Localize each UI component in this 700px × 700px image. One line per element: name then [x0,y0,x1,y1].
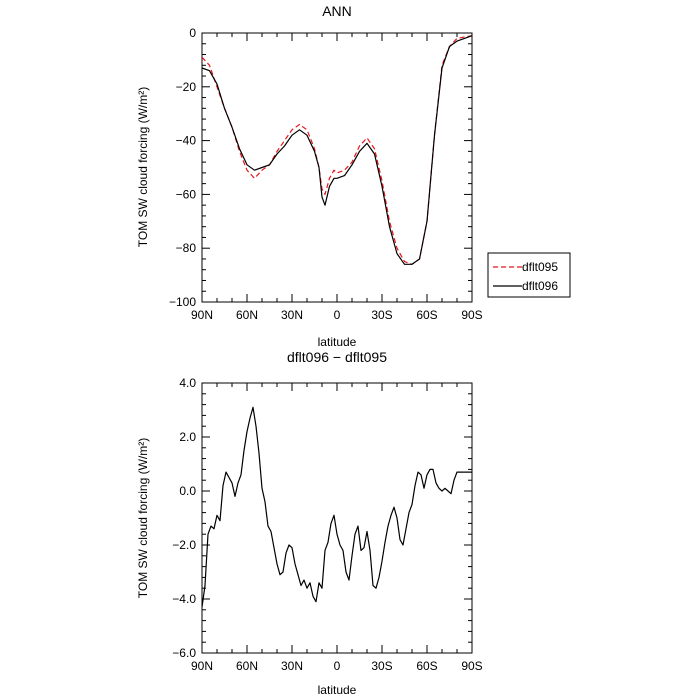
legend-label-dflt096: dflt096 [522,279,558,293]
y-tick-label: −2.0 [172,538,196,552]
x-tick-label: 30S [371,659,392,673]
x-tick-label: 30N [281,308,303,322]
x-tick-label: 30S [371,308,392,322]
axis-ticks: 90N 60N 30N 0 30S 60S 90S 4.0 2.0 0.0 −2.0 −4.0 −6.0 [172,376,482,673]
y-tick-label: −4.0 [172,592,196,606]
x-tick-label: 90N [191,659,213,673]
chart-ann: ANN latitude TOM SW cloud forcing (W/m²)… [136,3,483,349]
y-tick-label: −60 [176,187,197,201]
chart-title: ANN [322,3,352,19]
x-tick-label: 30N [281,659,303,673]
axis-ticks: 90N 60N 30N 0 30S 60S 90S 0 −20 −40 −60 −80 −100 [169,26,483,322]
plot-frame [201,382,473,654]
x-axis-label: latitude [318,335,357,349]
series-line-series-0 [201,406,472,608]
y-tick-label: −6.0 [172,646,196,660]
legend-box [487,252,571,298]
x-tick-label: 60S [416,659,437,673]
y-tick-label: −20 [176,80,197,94]
y-tick-label: 0 [189,26,196,40]
y-tick-label: −40 [176,134,197,148]
legend: dflt095 dflt096 [487,252,571,298]
y-axis-label: TOM SW cloud forcing (W/m²) [136,87,150,247]
y-tick-label: 4.0 [179,376,196,390]
x-tick-label: 60N [236,659,258,673]
x-tick-label: 90S [461,659,482,673]
x-tick-label: 60N [236,308,258,322]
x-tick-label: 0 [334,308,341,322]
chart-title: dflt096 − dflt095 [287,349,387,365]
y-tick-label: 2.0 [179,430,196,444]
y-tick-label: −100 [169,295,196,309]
x-tick-label: 90S [461,308,482,322]
x-tick-label: 90N [191,308,213,322]
legend-label-dflt095: dflt095 [522,260,558,274]
y-tick-label: 0.0 [179,484,196,498]
y-axis-label: TOM SW cloud forcing (W/m²) [136,438,150,598]
series-layer [201,406,472,608]
series-line-dflt095 [201,35,473,265]
x-tick-label: 60S [416,308,437,322]
y-tick-label: −80 [176,241,197,255]
chart-difference: dflt096 − dflt095 latitude TOM SW cloud … [136,349,483,697]
x-axis-label: latitude [318,683,357,697]
x-tick-label: 0 [334,659,341,673]
series-line-dflt096 [201,35,473,265]
series-layer [201,35,473,265]
